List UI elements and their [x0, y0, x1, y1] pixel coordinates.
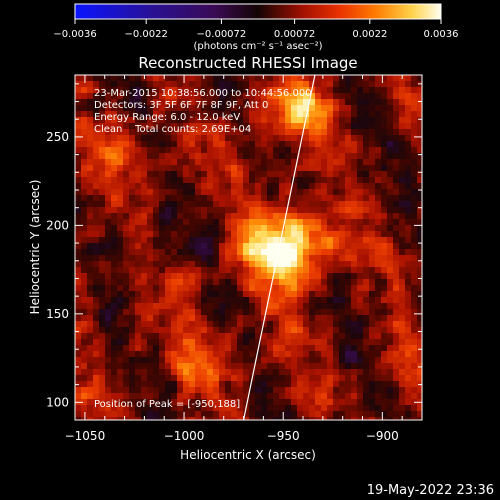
x-tick-label: −1000	[164, 429, 205, 443]
colorbar-tick-label: −0.0022	[124, 29, 167, 40]
y-tick-label: 200	[46, 218, 69, 232]
chart-title: Reconstructed RHESSI Image	[138, 54, 357, 72]
colorbar-unit-label: (photons cm⁻² s⁻¹ asec⁻²)	[193, 41, 322, 52]
y-tick-label: 100	[46, 395, 69, 409]
x-tick-label: −1050	[65, 429, 106, 443]
colorbar-tick-label: −0.00072	[197, 29, 247, 40]
annotation-detectors: Detectors: 3F 5F 6F 7F 8F 9F, Att 0	[94, 100, 268, 111]
colorbar	[74, 3, 442, 20]
annotation-energy-range: Energy Range: 6.0 - 12.0 keV	[94, 112, 240, 123]
x-axis-label: Heliocentric X (arcsec)	[180, 448, 316, 462]
colorbar-tick-label: −0.0036	[53, 29, 96, 40]
y-tick-label: 150	[46, 307, 69, 321]
annotation-clean-counts: Clean Total counts: 2.69E+04	[94, 124, 251, 135]
annotation-time-range: 23-Mar-2015 10:38:56.000 to 10:44:56.000	[94, 88, 312, 99]
x-tick-label: −950	[267, 429, 300, 443]
y-axis: 100 150 200 250	[46, 83, 422, 421]
y-tick-label: 250	[46, 130, 69, 144]
footer-timestamp: 19-May-2022 23:36	[367, 483, 494, 498]
solar-limb-line	[242, 75, 316, 420]
x-axis: −1050 −1000 −950 −900	[65, 75, 423, 443]
colorbar-tick-label: 0.0036	[424, 29, 459, 40]
plot-frame	[74, 74, 423, 421]
y-axis-label: Heliocentric Y (arcsec)	[28, 180, 42, 315]
colorbar-tick-label: 0.0022	[352, 29, 387, 40]
peak-position-label: Position of Peak = [-950,188]	[94, 399, 240, 410]
colorbar-tick-label: 0.00072	[274, 29, 315, 40]
annotation-block: 23-Mar-2015 10:38:56.000 to 10:44:56.000…	[94, 88, 312, 135]
colorbar-ticks: −0.0036 −0.0022 −0.00072 0.00072 0.0022 0.003…	[53, 19, 459, 40]
x-tick-label: −900	[366, 429, 399, 443]
